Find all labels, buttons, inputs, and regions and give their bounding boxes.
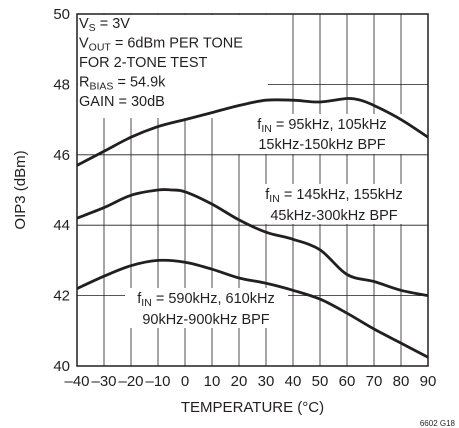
label-590khz-frequency: fIN = 590kHz, 610kHz: [137, 291, 274, 309]
x-tick-label: 40: [285, 373, 302, 390]
x-tick-label: 90: [420, 373, 437, 390]
condition-output-level: VOUT = 6dBm PER TONE: [79, 36, 243, 54]
y-tick-label: 48: [53, 76, 70, 93]
conditions-background: [78, 15, 268, 118]
x-tick-label: 50: [312, 373, 329, 390]
condition-gain: GAIN = 30dB: [79, 94, 165, 110]
x-tick-label: –40: [64, 373, 89, 390]
label-145khz-background: [250, 184, 422, 224]
series-line-145khz: [76, 188, 429, 297]
label-95khz-background: [238, 114, 410, 154]
x-tick-label: 10: [204, 373, 221, 390]
y-tick-label: 50: [53, 6, 70, 23]
figure-id: 6602 G18: [420, 419, 456, 428]
x-tick-label: 30: [258, 373, 275, 390]
series-line-590khz: [76, 258, 429, 359]
data-series: [76, 97, 429, 359]
y-tick-label: 44: [53, 217, 70, 234]
y-tick-label: 46: [53, 147, 70, 164]
series-line-95khz: [76, 97, 429, 167]
label-590khz-filter: 90kHz-900kHz BPF: [142, 312, 269, 328]
condition-bias-resistor: RBIAS = 54.9k: [79, 75, 166, 93]
annotation-backgrounds: [78, 15, 422, 328]
y-tick-label: 40: [53, 358, 70, 375]
y-tick-labels: 40 42 44 46 48 50: [53, 6, 70, 375]
x-tick-label: 70: [366, 373, 383, 390]
x-tick-label: 0: [181, 373, 189, 390]
condition-supply-voltage: VS = 3V: [79, 16, 130, 34]
x-axis-label: TEMPERATURE (°C): [181, 399, 324, 416]
label-590khz-background: [125, 288, 288, 328]
x-tick-label: –10: [145, 373, 170, 390]
x-tick-label: –30: [91, 373, 116, 390]
x-tick-label: 20: [231, 373, 248, 390]
label-145khz-filter: 45kHz-300kHz BPF: [270, 208, 397, 224]
x-tick-label: 60: [339, 373, 356, 390]
label-95khz-filter: 15kHz-150kHz BPF: [258, 137, 385, 153]
condition-two-tone-test: FOR 2-TONE TEST: [79, 55, 208, 71]
x-tick-label: 80: [393, 373, 410, 390]
label-95khz-frequency: fIN = 95kHz, 105kHz: [257, 117, 386, 135]
plot-frame: [76, 13, 429, 367]
x-tick-labels: –40 –30 –20 –10 0 10 20 30 40 50 60 70 80 90: [64, 373, 436, 390]
x-tick-label: –20: [118, 373, 143, 390]
y-axis-label: OIP3 (dBm): [12, 150, 29, 229]
y-tick-label: 42: [53, 288, 70, 305]
label-145khz-frequency: fIN = 145kHz, 155kHz: [265, 187, 402, 205]
